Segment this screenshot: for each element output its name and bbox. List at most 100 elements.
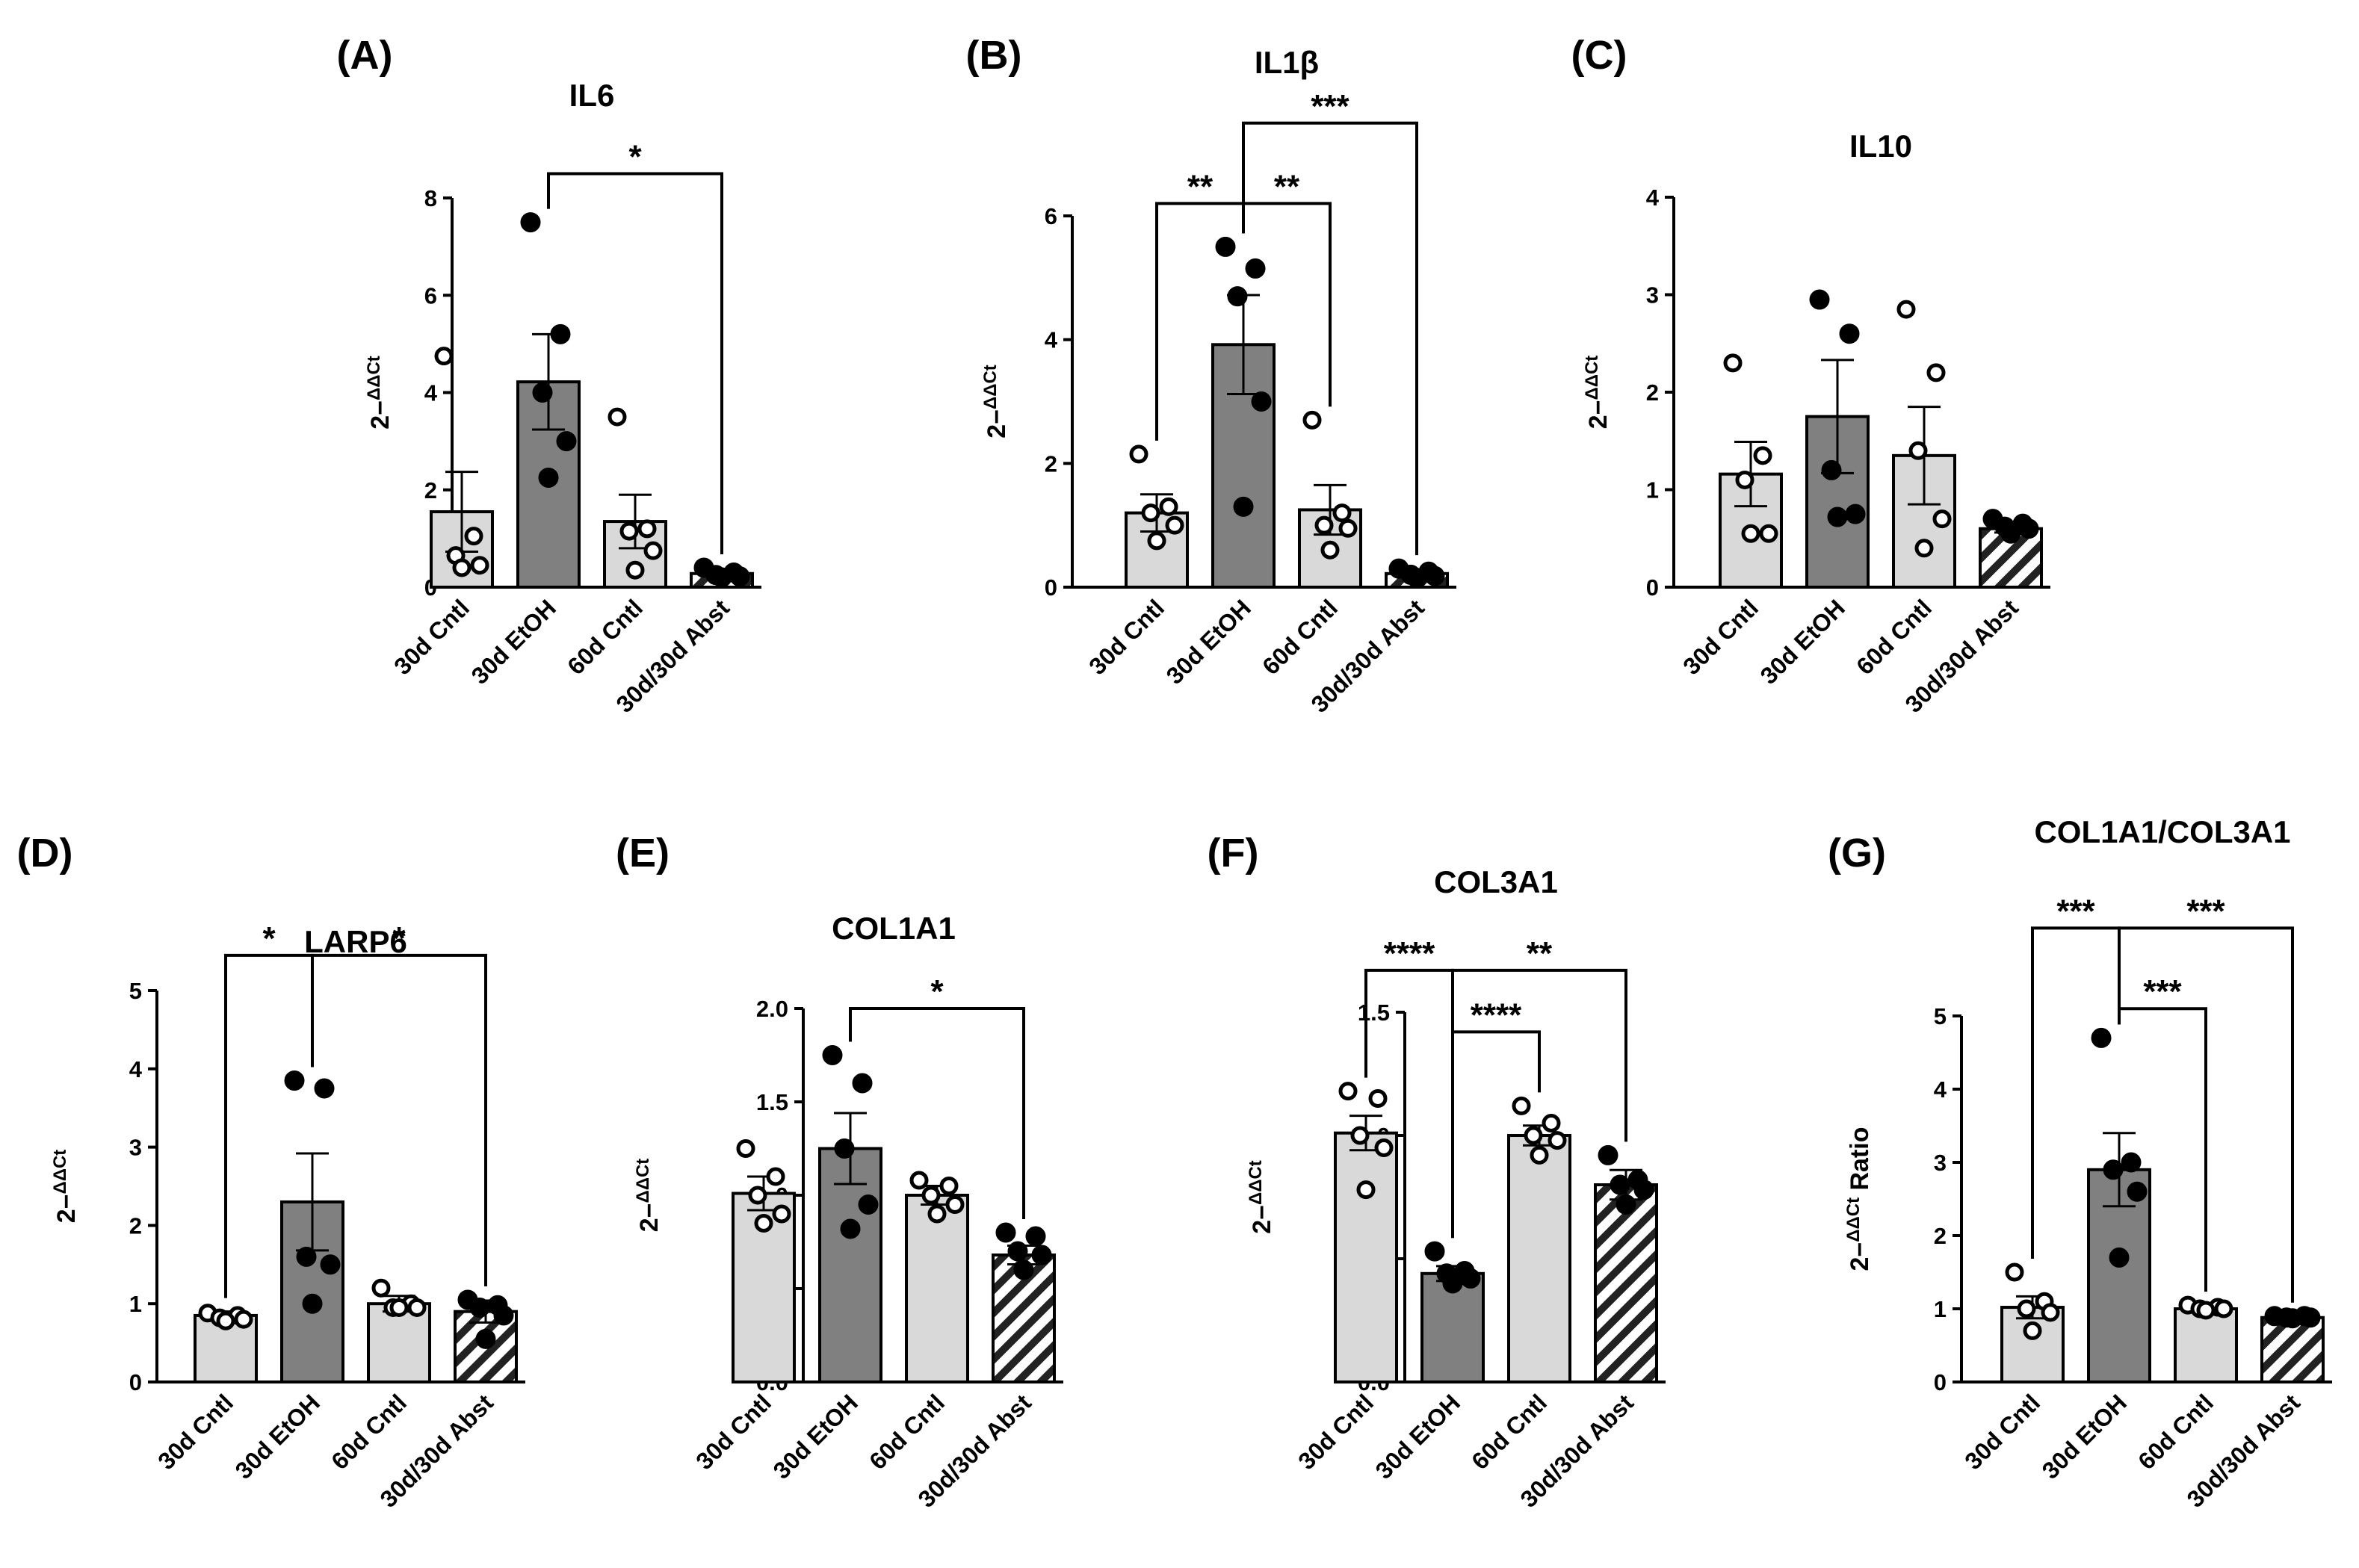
y-axis-label: 2−ΔΔCt <box>1246 1160 1276 1234</box>
data-point <box>1809 289 1830 310</box>
significance-label: * <box>262 920 276 957</box>
bar-3 <box>905 1194 969 1383</box>
data-point <box>2041 1303 2060 1322</box>
x-tick-label: 30d EtOH <box>2037 1389 2132 1484</box>
panel-label: (D) <box>17 831 73 876</box>
y-tick-label: 0 <box>1934 1369 1947 1395</box>
bar-3 <box>2174 1307 2238 1383</box>
x-tick-label: 30d EtOH <box>230 1389 325 1484</box>
data-point <box>607 407 627 427</box>
data-point <box>234 1310 253 1329</box>
data-point <box>1512 1096 1531 1115</box>
y-axis-label: 2−ΔΔCt <box>980 365 1011 439</box>
data-point <box>1598 1144 1618 1165</box>
data-point <box>371 1278 391 1298</box>
data-point <box>1227 286 1248 307</box>
data-point <box>754 1214 773 1233</box>
data-point <box>1374 1138 1394 1157</box>
significance-label: * <box>628 138 642 175</box>
data-point <box>643 541 663 560</box>
data-point <box>927 1204 947 1224</box>
data-point <box>1827 506 1848 527</box>
y-tick-label: 1 <box>129 1291 142 1317</box>
data-point <box>1147 531 1166 551</box>
data-point <box>520 212 541 233</box>
data-point <box>1031 1245 1052 1265</box>
y-tick-label: 1.5 <box>1358 1000 1390 1026</box>
data-point <box>2103 1159 2124 1180</box>
data-point <box>1616 1194 1636 1215</box>
data-point <box>1723 353 1743 373</box>
data-point <box>556 431 577 452</box>
data-point <box>2023 1321 2042 1340</box>
data-point <box>1356 1180 1376 1200</box>
data-point <box>1406 568 1427 589</box>
data-point <box>909 1171 929 1190</box>
y-tick-label: 4 <box>424 380 438 406</box>
bar-3 <box>1507 1134 1571 1383</box>
y-tick-label: 6 <box>1045 203 1057 229</box>
significance-label: *** <box>2186 893 2225 929</box>
x-tick-label: 30d EtOH <box>1161 594 1256 689</box>
data-point <box>1542 1114 1561 1132</box>
y-tick-label: 2 <box>1934 1223 1947 1249</box>
data-point <box>469 1297 490 1318</box>
data-point <box>1932 509 1952 529</box>
data-point <box>407 1298 427 1317</box>
data-point <box>1350 1126 1370 1145</box>
data-point <box>464 527 483 546</box>
data-point <box>711 567 732 588</box>
data-point <box>1735 470 1754 489</box>
panel-label: (F) <box>1208 831 1259 876</box>
data-point <box>1914 539 1934 558</box>
data-point <box>1314 515 1334 535</box>
x-tick-label: 30d EtOH <box>1755 594 1850 689</box>
y-tick-label: 0 <box>1045 574 1057 601</box>
y-tick-label: 2 <box>1646 379 1659 406</box>
chart-title: IL1β <box>1255 45 1319 80</box>
data-point <box>1165 515 1184 535</box>
y-tick-label: 0 <box>1646 574 1659 601</box>
significance-bracket <box>547 172 723 554</box>
y-axis-label: 2−ΔΔCt <box>364 356 395 430</box>
x-tick-label: 30d EtOH <box>768 1389 863 1484</box>
data-point <box>729 566 750 587</box>
y-tick-label: 1.5 <box>756 1089 788 1115</box>
y-axis-label: 2−ΔΔCt Ratio <box>1843 1127 1874 1271</box>
data-point <box>538 467 559 488</box>
data-point <box>452 558 472 577</box>
significance-label: * <box>392 920 406 957</box>
data-point <box>1753 446 1772 465</box>
data-point <box>1251 391 1272 412</box>
y-tick-label: 3 <box>1646 282 1659 309</box>
x-tick-label: 60d Cntl <box>1257 594 1343 680</box>
x-tick-label: 60d Cntl <box>2133 1389 2219 1475</box>
x-tick-label: 60d Cntl <box>562 594 648 680</box>
data-point <box>296 1246 317 1267</box>
chart-title: COL1A1/COL3A1 <box>2034 814 2290 849</box>
x-tick-label: 30d Cntl <box>1678 594 1763 680</box>
data-point <box>1007 1241 1028 1262</box>
panel-label: (C) <box>1571 33 1627 78</box>
data-point <box>1424 1241 1445 1262</box>
data-point <box>1741 524 1760 543</box>
data-point <box>2214 1299 2233 1318</box>
data-point <box>302 1293 323 1314</box>
significance-bracket <box>311 953 487 1286</box>
data-point <box>1926 363 1946 382</box>
data-point <box>550 323 571 344</box>
data-point <box>1159 497 1178 516</box>
bar-2 <box>818 1147 882 1383</box>
data-point <box>766 1167 785 1186</box>
data-point <box>434 347 454 366</box>
data-point <box>858 1194 879 1215</box>
data-point <box>1025 1226 1046 1247</box>
data-point <box>852 1073 873 1094</box>
data-point <box>1245 258 1266 279</box>
x-tick-label: 30d Cntl <box>1083 594 1169 680</box>
data-point <box>493 1305 514 1326</box>
